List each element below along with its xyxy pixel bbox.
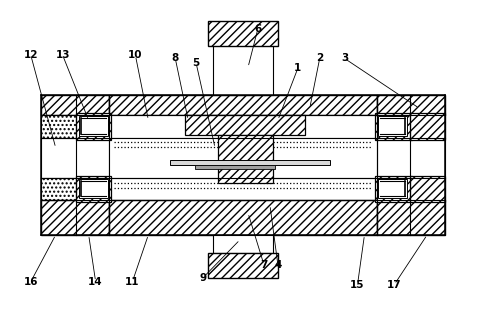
Bar — [76, 176, 110, 202]
Text: 4: 4 — [274, 260, 281, 269]
Text: 17: 17 — [387, 280, 402, 290]
Text: 9: 9 — [200, 272, 207, 283]
Bar — [213, 41, 273, 95]
Text: 14: 14 — [88, 277, 103, 287]
Bar — [208, 20, 278, 45]
Bar — [378, 200, 445, 235]
Bar — [41, 115, 108, 138]
Bar — [410, 176, 445, 202]
Bar — [376, 176, 412, 202]
Bar — [376, 113, 412, 140]
Bar — [41, 200, 108, 235]
Text: 12: 12 — [24, 50, 38, 60]
Text: 1: 1 — [294, 64, 301, 73]
Text: 6: 6 — [254, 24, 261, 34]
Bar — [185, 115, 305, 135]
Bar — [108, 200, 378, 235]
Bar — [108, 178, 378, 200]
Text: 3: 3 — [341, 53, 348, 64]
Bar — [41, 95, 108, 115]
Bar — [218, 135, 273, 183]
Bar — [108, 115, 378, 138]
Bar — [41, 178, 108, 200]
Text: 8: 8 — [172, 53, 179, 64]
Text: 15: 15 — [350, 280, 365, 290]
Text: 10: 10 — [128, 50, 143, 60]
Bar — [170, 160, 330, 165]
Text: 2: 2 — [316, 53, 323, 64]
Bar — [379, 179, 407, 198]
Bar — [378, 178, 445, 200]
Text: 16: 16 — [24, 277, 38, 287]
Bar — [378, 138, 445, 178]
Bar — [79, 179, 107, 198]
Bar — [213, 235, 273, 253]
Text: 5: 5 — [192, 58, 200, 69]
Bar — [195, 165, 275, 169]
Text: 13: 13 — [55, 50, 70, 60]
Bar — [378, 115, 445, 138]
Bar — [79, 116, 107, 136]
Bar — [378, 95, 445, 115]
Bar — [410, 113, 445, 140]
Bar — [108, 95, 378, 115]
Bar — [379, 116, 407, 136]
Bar — [108, 138, 378, 178]
Text: 11: 11 — [125, 277, 139, 287]
Bar — [41, 138, 108, 178]
Bar — [76, 113, 110, 140]
Bar — [208, 253, 278, 278]
Text: 7: 7 — [260, 260, 268, 269]
